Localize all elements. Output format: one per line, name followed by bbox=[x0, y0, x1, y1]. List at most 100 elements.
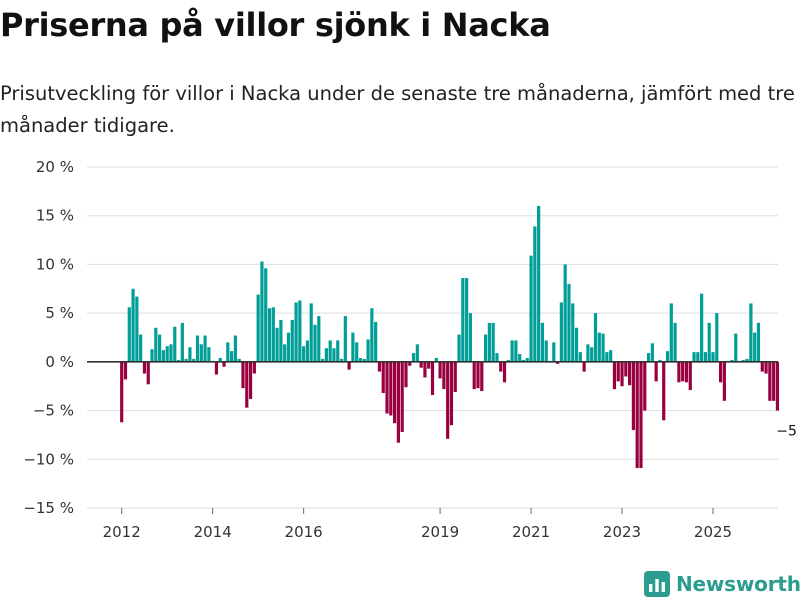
bar bbox=[730, 359, 734, 362]
bar bbox=[442, 361, 446, 390]
bar bbox=[605, 352, 609, 362]
bar bbox=[230, 351, 234, 362]
bar bbox=[385, 361, 389, 414]
bar bbox=[309, 303, 313, 362]
bar bbox=[267, 308, 272, 362]
x-tick-label: 2023 bbox=[603, 523, 641, 541]
bar bbox=[320, 358, 325, 362]
bar bbox=[393, 361, 397, 424]
bar bbox=[722, 361, 726, 401]
bar bbox=[150, 349, 154, 362]
y-tick-label: −5 % bbox=[33, 402, 74, 420]
bar bbox=[358, 357, 363, 362]
x-axis: 2012 2014 2016 2019 2021 2023 2025 bbox=[103, 508, 732, 541]
bar bbox=[370, 308, 374, 362]
bar bbox=[389, 361, 393, 416]
bar bbox=[184, 358, 188, 362]
bar bbox=[366, 339, 370, 362]
bar bbox=[468, 313, 473, 362]
bar bbox=[571, 303, 575, 362]
bar bbox=[195, 335, 200, 362]
bar bbox=[154, 327, 158, 362]
x-tick-label: 2016 bbox=[285, 523, 323, 541]
bar bbox=[396, 361, 400, 443]
bar bbox=[578, 352, 582, 362]
bar bbox=[135, 296, 139, 362]
gridlines bbox=[87, 166, 778, 509]
bar bbox=[718, 361, 723, 383]
bar bbox=[487, 322, 491, 362]
bar bbox=[684, 361, 689, 383]
bar bbox=[218, 357, 222, 362]
bar bbox=[502, 361, 507, 383]
bar bbox=[700, 293, 704, 362]
bar bbox=[715, 313, 719, 362]
y-axis-labels: −15 % −10 % −5 % 0 % 5 % 10 % 15 % 20 % bbox=[23, 158, 74, 517]
bar bbox=[355, 342, 359, 362]
bar bbox=[351, 332, 355, 362]
x-tick-label: 2025 bbox=[694, 523, 732, 541]
bar bbox=[495, 353, 499, 362]
bar bbox=[491, 322, 495, 362]
bar bbox=[665, 351, 670, 362]
bar bbox=[332, 348, 336, 362]
bar bbox=[620, 361, 624, 387]
y-tick-label: 15 % bbox=[36, 207, 74, 225]
bar bbox=[635, 361, 639, 469]
bar bbox=[222, 361, 226, 367]
bar bbox=[298, 300, 302, 362]
bar bbox=[415, 344, 419, 362]
bar bbox=[597, 332, 601, 362]
bar bbox=[559, 302, 563, 362]
bar bbox=[764, 361, 768, 374]
bar bbox=[544, 340, 548, 362]
bar bbox=[483, 334, 488, 362]
bar bbox=[294, 302, 298, 362]
bar bbox=[677, 361, 681, 383]
chart-title: Priserna på villor sjönk i Nacka bbox=[0, 6, 551, 44]
bar bbox=[476, 361, 480, 389]
y-tick-label: 20 % bbox=[36, 158, 74, 176]
bar bbox=[506, 359, 510, 362]
bar bbox=[290, 319, 294, 362]
bar bbox=[180, 322, 184, 362]
bar bbox=[248, 361, 253, 399]
y-tick-label: 5 % bbox=[45, 304, 74, 322]
bar bbox=[423, 361, 427, 378]
bar bbox=[226, 342, 230, 362]
bar bbox=[377, 361, 382, 372]
bar bbox=[146, 361, 150, 385]
bar bbox=[499, 361, 503, 372]
bar bbox=[131, 288, 135, 362]
bar bbox=[260, 261, 264, 362]
bar bbox=[434, 357, 438, 362]
brand[interactable]: Newsworthy bbox=[644, 568, 800, 600]
annotation-group: −5 % bbox=[776, 424, 800, 440]
y-tick-label: −10 % bbox=[23, 450, 74, 468]
bar bbox=[169, 344, 173, 362]
bar bbox=[582, 361, 586, 372]
bar bbox=[347, 361, 351, 370]
bar bbox=[139, 334, 143, 362]
bar bbox=[760, 361, 764, 372]
bar bbox=[256, 294, 260, 362]
bar bbox=[336, 340, 340, 362]
bar bbox=[609, 350, 613, 362]
bar bbox=[324, 348, 328, 362]
bar bbox=[480, 361, 484, 392]
bar bbox=[279, 319, 283, 362]
bar bbox=[339, 358, 344, 362]
bar bbox=[563, 264, 567, 362]
bar bbox=[768, 361, 772, 401]
bar bbox=[203, 335, 207, 362]
newsworthy-logo-icon bbox=[644, 571, 670, 597]
bar bbox=[552, 342, 556, 362]
bar bbox=[449, 361, 454, 426]
bar bbox=[286, 332, 291, 362]
bar bbox=[446, 361, 450, 439]
bar bbox=[188, 347, 192, 362]
bar bbox=[465, 278, 469, 362]
bar bbox=[650, 343, 654, 362]
bar bbox=[590, 347, 594, 362]
